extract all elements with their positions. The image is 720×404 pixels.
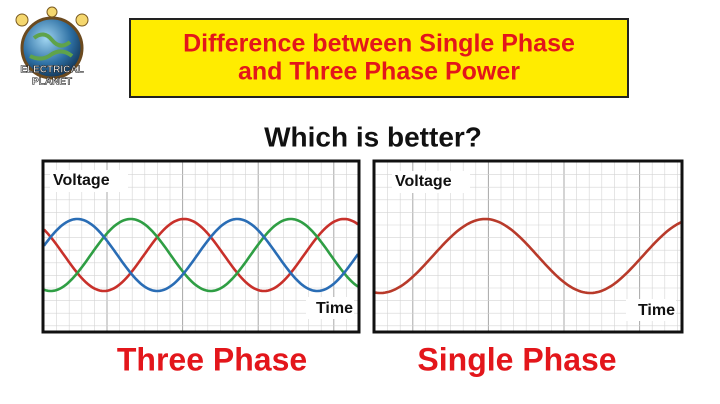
logo-text: PLANET [32, 77, 72, 88]
caption: Three Phase [117, 341, 307, 377]
logo-text: ELECTRICAL [20, 65, 83, 76]
title: and Three Phase Power [238, 58, 520, 86]
panel-frame [41, 159, 361, 334]
logo: ELECTRICAL PLANET [15, 6, 89, 88]
title-box [129, 18, 629, 98]
wave [375, 217, 681, 295]
x-axis-label: Time [638, 302, 675, 319]
question: Which is better? [264, 121, 482, 152]
caption: Single Phase [417, 341, 616, 377]
panel-frame [372, 159, 684, 334]
waves [375, 217, 681, 295]
y-axis-label: Voltage [395, 173, 452, 190]
label-bg [306, 297, 354, 319]
wave [44, 217, 358, 293]
waves [44, 217, 358, 293]
y-axis-label: Voltage [53, 172, 110, 189]
label-bg [626, 299, 676, 321]
label-bg [392, 171, 470, 193]
label-bg [50, 170, 128, 192]
wave [44, 217, 358, 293]
wave [44, 217, 358, 293]
title: Difference between Single Phase [183, 30, 575, 58]
x-axis-label: Time [316, 300, 353, 317]
